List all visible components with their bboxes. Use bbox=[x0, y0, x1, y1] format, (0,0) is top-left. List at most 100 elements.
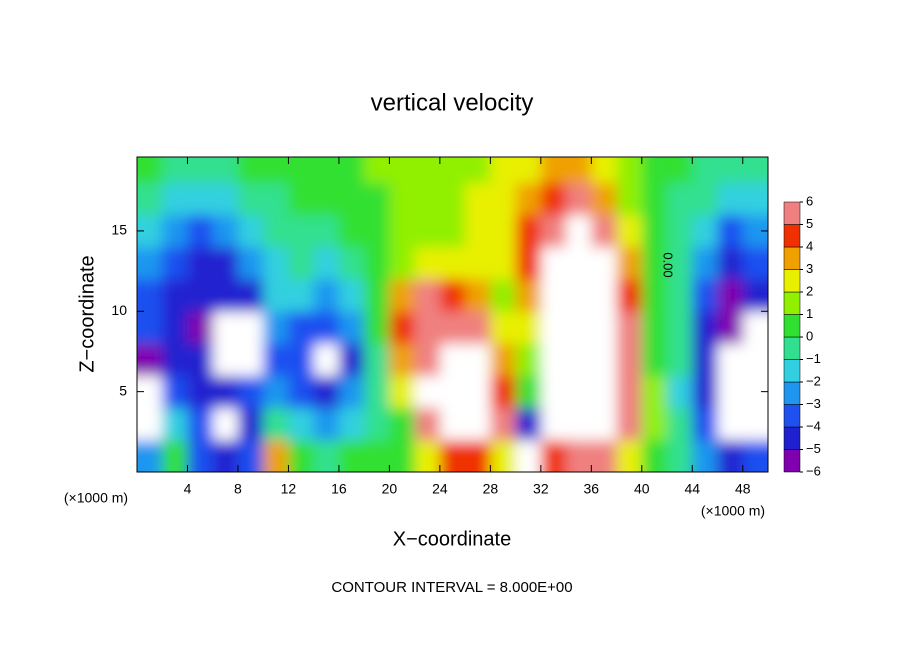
field-cell bbox=[515, 439, 542, 472]
field-cell bbox=[641, 375, 668, 409]
field-cell bbox=[162, 407, 188, 441]
x-tick-label: 8 bbox=[234, 481, 242, 497]
field-cell bbox=[162, 439, 188, 472]
field-cell bbox=[187, 279, 214, 312]
field-cell bbox=[313, 182, 340, 216]
field-cell bbox=[237, 247, 264, 280]
field-cell bbox=[465, 157, 491, 184]
field-cell bbox=[667, 247, 693, 280]
field-cell bbox=[439, 375, 466, 409]
field-cell bbox=[162, 311, 188, 344]
field-cell bbox=[414, 182, 441, 216]
field-cell bbox=[439, 343, 466, 377]
field-cell bbox=[591, 279, 618, 312]
field-cell bbox=[591, 407, 618, 441]
field-cell bbox=[364, 182, 390, 216]
field-cell bbox=[591, 247, 618, 280]
field-cell bbox=[717, 279, 744, 312]
field-cell bbox=[162, 279, 188, 312]
field-cell bbox=[338, 439, 365, 472]
field-cell bbox=[540, 247, 567, 280]
field-cell bbox=[212, 407, 239, 441]
field-cell bbox=[692, 214, 719, 248]
field-cell bbox=[414, 407, 441, 441]
field-cell bbox=[288, 247, 315, 280]
field-cell bbox=[465, 279, 491, 312]
colorbar-tick-label: −6 bbox=[806, 463, 821, 478]
field-cell bbox=[313, 407, 340, 441]
x-axis-label: X−coordinate bbox=[393, 528, 511, 550]
field-cell bbox=[187, 311, 214, 344]
field-cell bbox=[616, 311, 643, 344]
field-cell bbox=[439, 182, 466, 216]
field-cell bbox=[414, 311, 441, 344]
field-cell bbox=[490, 182, 517, 216]
field-cell bbox=[263, 214, 289, 248]
field-cell bbox=[212, 375, 239, 409]
field-cell bbox=[263, 407, 289, 441]
field-cell bbox=[717, 439, 744, 472]
field-cell bbox=[162, 182, 188, 216]
field-cell bbox=[465, 182, 491, 216]
field-cell bbox=[212, 182, 239, 216]
field-cell bbox=[490, 157, 517, 184]
field-cell bbox=[667, 157, 693, 184]
field-cell bbox=[566, 343, 592, 377]
field-cell bbox=[515, 157, 542, 184]
field-cell bbox=[237, 279, 264, 312]
field-cell bbox=[288, 182, 315, 216]
x-tick-label: 12 bbox=[281, 481, 297, 497]
field-cell bbox=[162, 343, 188, 377]
field-cell bbox=[313, 439, 340, 472]
field-cell bbox=[237, 375, 264, 409]
field-cell bbox=[566, 157, 592, 184]
field-cell bbox=[364, 311, 390, 344]
field-cell bbox=[515, 375, 542, 409]
field-cell bbox=[667, 182, 693, 216]
field-cell bbox=[667, 375, 693, 409]
field-cell bbox=[490, 247, 517, 280]
field-cell bbox=[465, 343, 491, 377]
x-tick-label: 44 bbox=[684, 481, 700, 497]
field-cell bbox=[742, 311, 768, 344]
field-cell bbox=[641, 279, 668, 312]
field-cell bbox=[616, 157, 643, 184]
field-cell bbox=[212, 439, 239, 472]
field-cell bbox=[641, 247, 668, 280]
field-cell bbox=[616, 407, 643, 441]
field-cell bbox=[692, 407, 719, 441]
field-cell bbox=[389, 439, 416, 472]
field-cell bbox=[187, 182, 214, 216]
field-cell bbox=[187, 247, 214, 280]
field-cell bbox=[667, 407, 693, 441]
field-cell bbox=[162, 375, 188, 409]
field-cell bbox=[212, 343, 239, 377]
field-cell bbox=[313, 343, 340, 377]
field-cell bbox=[515, 214, 542, 248]
field-cell bbox=[540, 311, 567, 344]
field-cell bbox=[465, 247, 491, 280]
plot-frame bbox=[136, 156, 769, 473]
field-cell bbox=[263, 279, 289, 312]
field-cell bbox=[490, 311, 517, 344]
field-cell bbox=[263, 182, 289, 216]
field-cell bbox=[364, 343, 390, 377]
field-cell bbox=[667, 311, 693, 344]
colorbar-band bbox=[783, 314, 801, 338]
field-cell bbox=[263, 157, 289, 184]
field-cell bbox=[389, 375, 416, 409]
field-cell bbox=[667, 439, 693, 472]
field-cell bbox=[465, 214, 491, 248]
field-cell bbox=[137, 157, 163, 184]
colorbar-tick-label: −1 bbox=[806, 351, 821, 366]
y-tick-label: 5 bbox=[119, 382, 127, 398]
field-cell bbox=[692, 182, 719, 216]
colorbar-band bbox=[783, 359, 801, 383]
field-cell bbox=[364, 214, 390, 248]
field-cell bbox=[288, 439, 315, 472]
field-cell bbox=[263, 439, 289, 472]
field-cells bbox=[137, 157, 768, 472]
field-cell bbox=[137, 439, 163, 472]
field-cell bbox=[338, 343, 365, 377]
